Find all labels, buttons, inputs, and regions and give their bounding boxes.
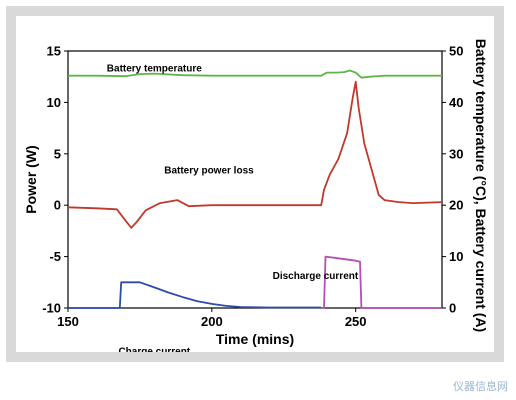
discharge-current-line bbox=[321, 255, 442, 309]
y-left-tick-label: 0 bbox=[54, 198, 61, 213]
y-left-tick-label: 15 bbox=[47, 44, 61, 59]
y-left-tick-label: 10 bbox=[47, 95, 61, 110]
battery-temperature-label: Battery temperature bbox=[107, 64, 202, 75]
figure-panel: 150 200 250 -10 -5 0 5 10 15 0 10 20 30 40 50 Time (min… bbox=[16, 16, 494, 352]
y-left-tick-label: 5 bbox=[54, 146, 61, 161]
battery-power-loss-label: Battery power loss bbox=[164, 165, 254, 176]
y-right-tick-label: 0 bbox=[449, 301, 456, 316]
discharge-current-label: Discharge current bbox=[273, 271, 359, 282]
x-tick-label: 200 bbox=[201, 314, 223, 329]
x-axis-title: Time (mins) bbox=[216, 331, 294, 347]
y-right-tick-label: 10 bbox=[449, 249, 463, 264]
y-right-axis-title: Battery temperature (°C), Battery curren… bbox=[473, 39, 489, 332]
y-right-tick-label: 50 bbox=[449, 44, 463, 59]
charge-current-label: Charge current bbox=[118, 346, 190, 352]
y-left-axis-title: Power (W) bbox=[23, 145, 39, 213]
y-right-tick-label: 20 bbox=[449, 198, 463, 213]
y-right-tick-label: 30 bbox=[449, 146, 463, 161]
figure-frame: 150 200 250 -10 -5 0 5 10 15 0 10 20 30 40 50 Time (min… bbox=[6, 6, 504, 362]
battery-power-loss-line bbox=[67, 80, 443, 229]
y-left-tick-label: -5 bbox=[49, 249, 61, 264]
charge-current-line bbox=[68, 281, 322, 309]
y-left-tick-label: -10 bbox=[42, 301, 61, 316]
y-right-tick-label: 40 bbox=[449, 95, 463, 110]
battery-temperature-line bbox=[68, 69, 442, 79]
watermark: 仪器信息网 bbox=[453, 380, 508, 393]
x-tick-label: 150 bbox=[57, 314, 79, 329]
plot-area-border bbox=[67, 50, 443, 309]
x-tick-label: 250 bbox=[345, 314, 367, 329]
